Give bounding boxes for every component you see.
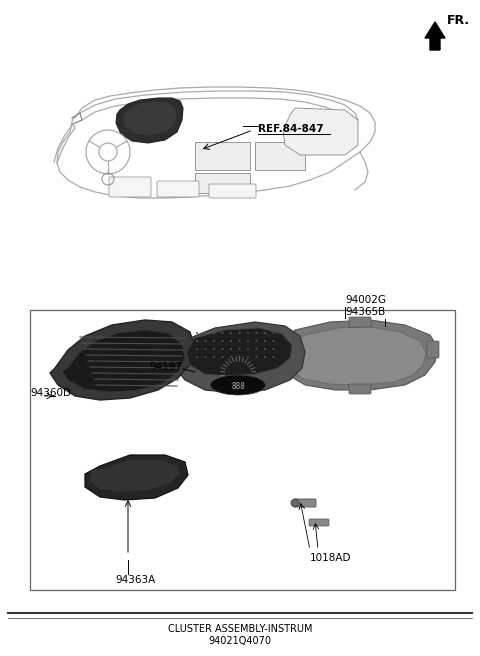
FancyBboxPatch shape xyxy=(349,384,371,394)
Bar xyxy=(195,173,250,193)
Polygon shape xyxy=(172,322,305,393)
Text: 94365B: 94365B xyxy=(345,307,385,317)
Polygon shape xyxy=(90,460,180,492)
Text: 94360D: 94360D xyxy=(30,388,71,398)
Circle shape xyxy=(204,348,206,350)
Circle shape xyxy=(221,332,224,334)
Text: REF.84-847: REF.84-847 xyxy=(258,124,324,134)
Circle shape xyxy=(196,348,198,350)
FancyBboxPatch shape xyxy=(427,341,439,358)
Circle shape xyxy=(213,332,215,334)
Polygon shape xyxy=(186,328,292,376)
Polygon shape xyxy=(285,327,426,385)
Circle shape xyxy=(291,499,299,507)
Circle shape xyxy=(230,348,232,350)
FancyBboxPatch shape xyxy=(309,519,329,526)
Circle shape xyxy=(255,348,257,350)
Polygon shape xyxy=(425,22,445,50)
Circle shape xyxy=(196,332,198,334)
Text: 1018AD: 1018AD xyxy=(310,553,351,563)
Circle shape xyxy=(264,332,266,334)
Circle shape xyxy=(247,340,249,342)
Circle shape xyxy=(221,340,224,342)
Circle shape xyxy=(221,356,224,358)
Circle shape xyxy=(239,356,240,358)
Polygon shape xyxy=(116,98,183,143)
Circle shape xyxy=(264,356,266,358)
Circle shape xyxy=(239,348,240,350)
Circle shape xyxy=(196,356,198,358)
Circle shape xyxy=(230,332,232,334)
Bar xyxy=(195,142,250,170)
Polygon shape xyxy=(57,87,375,198)
Circle shape xyxy=(239,332,240,334)
Text: CLUSTER ASSEMBLY-INSTRUM: CLUSTER ASSEMBLY-INSTRUM xyxy=(168,624,312,634)
Polygon shape xyxy=(85,455,188,500)
Bar xyxy=(255,142,305,170)
Circle shape xyxy=(247,332,249,334)
Polygon shape xyxy=(122,101,177,136)
Text: 94002G: 94002G xyxy=(345,295,386,305)
Polygon shape xyxy=(50,320,195,400)
Ellipse shape xyxy=(211,375,265,395)
Circle shape xyxy=(273,340,275,342)
Circle shape xyxy=(213,356,215,358)
Polygon shape xyxy=(280,320,438,390)
Circle shape xyxy=(264,340,266,342)
FancyBboxPatch shape xyxy=(157,181,199,197)
Circle shape xyxy=(213,348,215,350)
Circle shape xyxy=(204,332,206,334)
Circle shape xyxy=(247,348,249,350)
Circle shape xyxy=(264,348,266,350)
Text: 94363A: 94363A xyxy=(115,575,155,585)
Circle shape xyxy=(221,348,224,350)
Circle shape xyxy=(204,340,206,342)
Text: 94197: 94197 xyxy=(150,362,183,372)
FancyBboxPatch shape xyxy=(294,499,316,507)
Circle shape xyxy=(213,340,215,342)
FancyBboxPatch shape xyxy=(277,349,289,366)
Text: 94021Q4070: 94021Q4070 xyxy=(208,636,272,646)
Polygon shape xyxy=(30,310,455,590)
Circle shape xyxy=(247,356,249,358)
Circle shape xyxy=(273,356,275,358)
Circle shape xyxy=(255,340,257,342)
FancyBboxPatch shape xyxy=(209,184,256,198)
Polygon shape xyxy=(62,330,185,392)
Circle shape xyxy=(204,356,206,358)
Circle shape xyxy=(230,356,232,358)
Text: 888: 888 xyxy=(231,382,245,391)
Circle shape xyxy=(239,340,240,342)
FancyBboxPatch shape xyxy=(349,317,371,327)
Circle shape xyxy=(255,332,257,334)
Text: FR.: FR. xyxy=(447,14,470,27)
FancyBboxPatch shape xyxy=(109,177,151,197)
Circle shape xyxy=(273,332,275,334)
Polygon shape xyxy=(283,108,358,155)
Circle shape xyxy=(196,340,198,342)
Circle shape xyxy=(230,340,232,342)
Circle shape xyxy=(255,356,257,358)
Circle shape xyxy=(273,348,275,350)
